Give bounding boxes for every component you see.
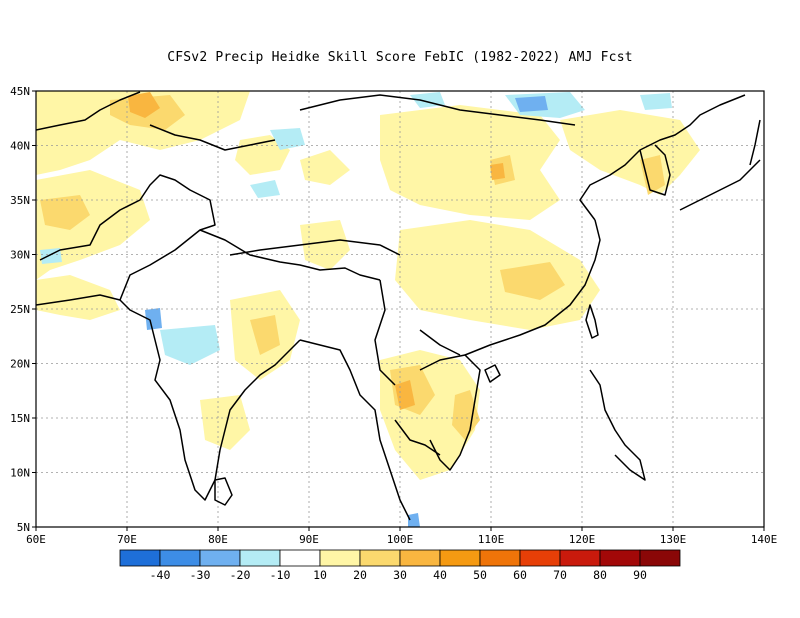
- lat-labels: 45N 40N 35N 30N 25N 20N 15N 10N 5N: [10, 85, 30, 534]
- colorbar-label-1: -30: [190, 568, 211, 582]
- lon-label-90e: 90E: [299, 533, 319, 546]
- colorbar-label-3: -10: [270, 568, 291, 582]
- colorbar-swatch-0: [119, 549, 161, 567]
- lon-label-130e: 130E: [660, 533, 687, 546]
- lon-label-110e: 110E: [478, 533, 505, 546]
- colorbar-swatch-7: [399, 549, 441, 567]
- lat-label-35n: 35N: [10, 194, 30, 207]
- colorbar-swatch-3: [239, 549, 281, 567]
- colorbar-swatch-12: [599, 549, 641, 567]
- lon-label-140e: 140E: [751, 533, 778, 546]
- lon-label-60e: 60E: [26, 533, 46, 546]
- colorbar-label-4: 10: [313, 568, 327, 582]
- colorbar-swatch-4: [279, 549, 321, 567]
- lat-label-20n: 20N: [10, 358, 30, 371]
- lon-label-80e: 80E: [208, 533, 228, 546]
- lat-label-15n: 15N: [10, 412, 30, 425]
- coastlines-borders: [36, 91, 761, 521]
- colorbar: [119, 549, 681, 567]
- map-title: CFSv2 Precip Heidke Skill Score FebIC (1…: [167, 50, 633, 65]
- skill-score-field: [36, 91, 700, 527]
- colorbar-label-10: 70: [553, 568, 567, 582]
- lat-label-40n: 40N: [10, 140, 30, 153]
- colorbar-label-2: -20: [230, 568, 251, 582]
- lat-label-5n: 5N: [17, 521, 30, 534]
- lon-label-100e: 100E: [387, 533, 414, 546]
- lon-label-120e: 120E: [569, 533, 596, 546]
- colorbar-label-8: 50: [473, 568, 487, 582]
- colorbar-labels: -40 -30 -20 -10 10 20 30 40 50 60 70 80 90: [150, 568, 647, 582]
- colorbar-swatch-1: [159, 549, 201, 567]
- lon-label-70e: 70E: [117, 533, 137, 546]
- colorbar-swatch-13: [639, 549, 681, 567]
- lat-label-10n: 10N: [10, 467, 30, 480]
- colorbar-label-5: 20: [353, 568, 367, 582]
- blue-region: [145, 96, 548, 527]
- colorbar-label-12: 90: [633, 568, 647, 582]
- colorbar-swatch-10: [519, 549, 561, 567]
- colorbar-swatch-8: [439, 549, 481, 567]
- colorbar-label-0: -40: [150, 568, 171, 582]
- colorbar-swatch-6: [359, 549, 401, 567]
- colorbar-label-6: 30: [393, 568, 407, 582]
- lat-label-45n: 45N: [10, 85, 30, 98]
- light-yellow-region: [36, 91, 700, 480]
- axis-ticks: [32, 90, 765, 531]
- lon-labels: 60E 70E 80E 90E 100E 110E 120E 130E 140E: [26, 533, 777, 546]
- colorbar-label-11: 80: [593, 568, 607, 582]
- colorbar-label-9: 60: [513, 568, 527, 582]
- colorbar-swatch-2: [199, 549, 241, 567]
- colorbar-swatch-11: [559, 549, 601, 567]
- grid-lines: [36, 91, 764, 527]
- colorbar-label-7: 40: [433, 568, 447, 582]
- lat-label-25n: 25N: [10, 303, 30, 316]
- colorbar-swatch-9: [479, 549, 521, 567]
- lat-label-30n: 30N: [10, 249, 30, 262]
- colorbar-swatch-5: [319, 549, 361, 567]
